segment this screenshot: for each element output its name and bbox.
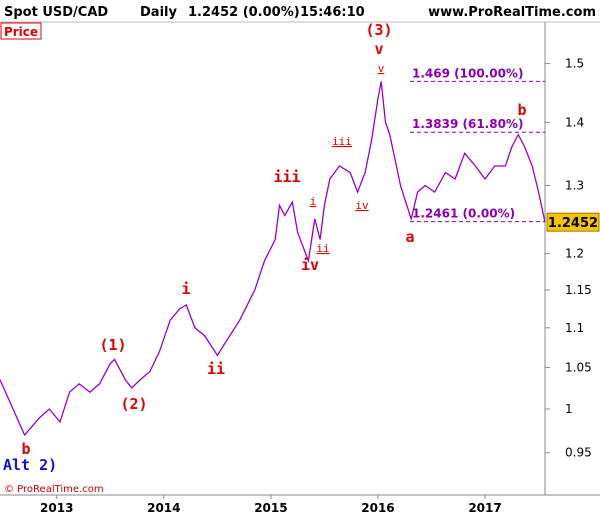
x-tick-label: 2017 [468, 501, 501, 515]
y-tick-label: 1.4 [565, 115, 584, 129]
wave-label: (1) [99, 336, 126, 354]
wave-label: ii [207, 360, 225, 378]
y-tick-label: 1.5 [565, 57, 584, 71]
wave-label: b [517, 101, 526, 119]
wave-label: i [181, 280, 190, 298]
fib-label: 1.469 (100.00%) [412, 66, 523, 80]
wave-label: ii [316, 242, 329, 255]
panel-label: Price [4, 25, 38, 39]
fib-label: 1.2461 (0.00%) [412, 207, 515, 221]
period: Daily [140, 5, 177, 20]
copyright: © ProRealTime.com [4, 484, 104, 495]
price-line [0, 81, 546, 437]
y-tick-label: 1.05 [565, 360, 592, 374]
wave-label: (2) [120, 395, 147, 413]
x-tick-label: 2013 [40, 501, 73, 515]
wave-label: i [310, 195, 317, 208]
wave-label: iv [355, 199, 369, 212]
y-tick-label: 1.1 [565, 321, 584, 335]
y-tick-label: 1.2 [565, 247, 584, 261]
y-tick-label: 1.3 [565, 178, 584, 192]
y-tick-label: 1.15 [565, 283, 592, 297]
time: 15:46:10 [300, 5, 365, 20]
wave-label: iv [301, 256, 319, 274]
wave-label: Alt 2) [3, 456, 57, 474]
symbol: Spot USD/CAD [4, 5, 108, 20]
x-tick-label: 2015 [254, 501, 287, 515]
last-price: 1.2452 [548, 216, 598, 231]
panel-label-box [0, 22, 42, 40]
wave-label: v [378, 62, 385, 75]
wave-label: v [374, 40, 383, 58]
y-tick-label: 1 [565, 402, 573, 416]
wave-label: iii [273, 168, 300, 186]
wave-label: iii [332, 135, 352, 148]
x-tick-label: 2016 [361, 501, 394, 515]
last-price-box [546, 212, 600, 232]
source: www.ProRealTime.com [428, 5, 596, 20]
wave-label: b [21, 440, 30, 458]
wave-label: (3) [365, 21, 392, 39]
y-tick-label: 0.95 [565, 446, 592, 460]
wave-label: a [405, 228, 414, 246]
quote: 1.2452 (0.00%) [188, 5, 300, 20]
fib-label: 1.3839 (61.80%) [412, 117, 523, 131]
x-tick-label: 2014 [147, 501, 180, 515]
